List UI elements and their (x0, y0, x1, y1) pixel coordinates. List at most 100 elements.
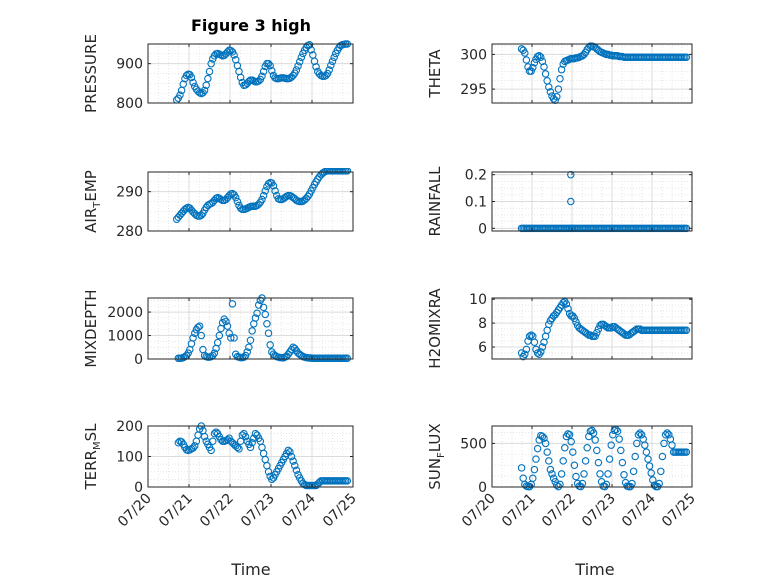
data-point (305, 41, 314, 49)
data-point (233, 197, 242, 206)
data-point (174, 439, 183, 447)
data-point (189, 334, 197, 342)
data-point (538, 343, 547, 351)
data-point (642, 448, 651, 456)
data-point (327, 61, 335, 69)
data-point (585, 432, 593, 441)
data-point (580, 470, 588, 478)
x-tick-label: 07/20 (459, 491, 499, 531)
data-point (200, 86, 209, 95)
data-point (541, 70, 550, 78)
x-tick-label: 07/22 (197, 491, 237, 531)
data-point (231, 193, 240, 202)
data-point (259, 67, 268, 76)
y-axis-label: TERRMSL (82, 423, 103, 491)
data-point (218, 318, 227, 327)
data-point (631, 452, 639, 461)
data-point (529, 63, 537, 72)
data-point (200, 432, 209, 441)
y-tick-label: 2000 (107, 305, 143, 321)
data-point (322, 71, 330, 80)
data-point (557, 470, 566, 478)
data-point (562, 300, 571, 308)
data-point (190, 329, 199, 337)
data-point (537, 53, 545, 61)
data-point (668, 441, 676, 449)
data-point (236, 73, 245, 82)
data-point (567, 197, 575, 206)
data-point (269, 182, 278, 190)
data-point (197, 211, 206, 220)
data-point (682, 326, 691, 335)
data-point (286, 448, 294, 456)
data-point (517, 349, 526, 357)
subplot-h2omixra: 6 8 10 H2OMIXRA (426, 288, 693, 369)
data-point (572, 472, 580, 481)
data-point (647, 469, 655, 477)
subplot-rainfall: 0 0.1 0.2 RAINFALL (426, 166, 693, 237)
data-point (190, 442, 199, 450)
data-point (609, 430, 617, 439)
data-point (657, 467, 665, 476)
data-point (263, 320, 271, 328)
data-point (561, 444, 569, 452)
data-point (581, 457, 590, 465)
data-point (197, 331, 206, 340)
data-point (312, 63, 320, 71)
y-tick-label: 8 (478, 316, 487, 332)
data-point (556, 480, 564, 489)
data-point (583, 444, 591, 452)
data-point (295, 57, 304, 66)
data-point (209, 437, 217, 445)
x-axis-label-right: Time (574, 560, 614, 579)
data-point (292, 466, 301, 474)
data-point (223, 48, 232, 56)
data-point (241, 432, 250, 441)
data-point (533, 349, 542, 357)
y-axis-label: THETA (426, 49, 444, 99)
data-point (213, 338, 222, 347)
data-point (182, 71, 191, 80)
subplot-theta: 295 300 THETA (426, 42, 693, 104)
data-point (228, 300, 237, 308)
data-point (593, 328, 601, 337)
y-tick-label: 0 (478, 480, 487, 496)
subplot-terr: 0 100 200 TERRMSL 07/20 07/21 07/22 07/23 07/24 0… (82, 419, 360, 530)
data-point (264, 329, 273, 337)
data-series (517, 425, 691, 491)
data-point (529, 474, 537, 483)
data-point (682, 448, 691, 456)
data-series (517, 170, 691, 233)
data-point (246, 443, 255, 452)
data-point (227, 334, 235, 342)
data-point (545, 83, 553, 91)
x-tick-label: 07/21 (156, 491, 196, 531)
data-point (569, 448, 577, 456)
data-point (591, 436, 599, 444)
data-point (204, 74, 212, 83)
data-point (222, 317, 230, 326)
data-point (567, 437, 575, 446)
data-point (543, 448, 551, 456)
data-point (343, 168, 352, 175)
data-point (261, 187, 270, 195)
data-point (517, 464, 526, 472)
axes-box (491, 297, 693, 360)
data-point (297, 53, 306, 62)
data-point (264, 467, 273, 476)
data-point (253, 309, 261, 317)
data-point (545, 457, 553, 465)
data-point (251, 314, 260, 322)
data-point (245, 343, 253, 352)
data-point (343, 477, 352, 485)
data-point (525, 332, 534, 341)
y-tick-label: 10 (469, 292, 487, 308)
data-point (545, 320, 553, 329)
y-axis-label: MIXDEPTH (82, 289, 100, 367)
data-point (287, 452, 296, 461)
data-point (565, 430, 574, 439)
data-point (634, 430, 643, 439)
data-point (264, 59, 273, 68)
data-point (637, 430, 646, 439)
